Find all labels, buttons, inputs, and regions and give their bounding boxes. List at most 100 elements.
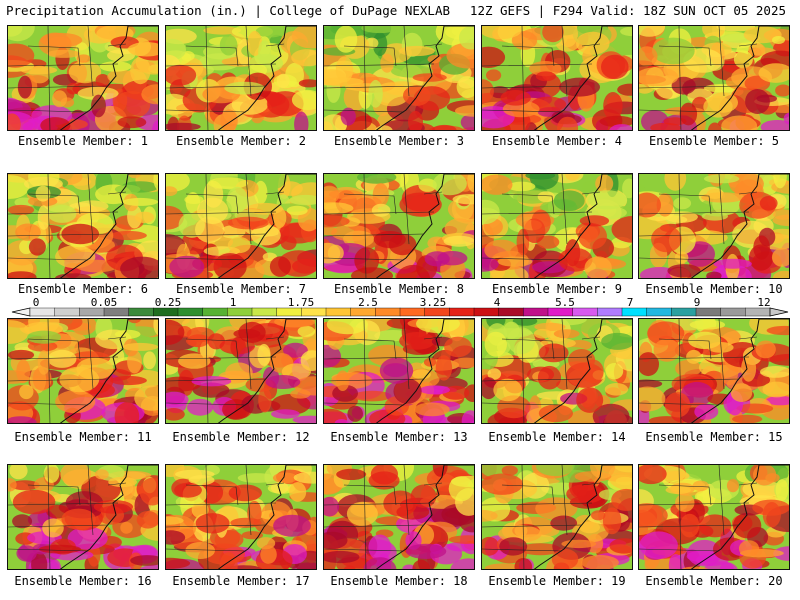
panel-caption: Ensemble Member: 9	[491, 282, 623, 296]
colorbar-tick-label: 12	[757, 296, 770, 309]
precip-map	[166, 465, 316, 569]
colorbar-tick-label: 0	[33, 296, 40, 309]
colorbar-swatch	[473, 307, 500, 317]
precip-map	[639, 26, 789, 130]
colorbar-swatch	[375, 307, 401, 317]
colorbar-tick-label: 4	[494, 296, 501, 309]
precip-map	[8, 465, 158, 569]
ensemble-panel-11	[7, 318, 159, 424]
ensemble-panel-5	[638, 25, 790, 131]
colorbar-swatch	[547, 307, 574, 317]
precip-map	[166, 174, 316, 278]
colorbar-swatch	[177, 307, 204, 317]
precip-map	[8, 319, 158, 423]
panel-caption: Ensemble Member: 3	[333, 134, 465, 148]
precip-map	[639, 174, 789, 278]
ensemble-panel-10	[638, 173, 790, 279]
colorbar-swatch	[325, 307, 352, 317]
ensemble-panel-6	[7, 173, 159, 279]
panel-caption: Ensemble Member: 18	[330, 574, 468, 588]
panel-caption: Ensemble Member: 7	[175, 282, 307, 296]
ensemble-panel-7	[165, 173, 317, 279]
panel-caption: Ensemble Member: 10	[645, 282, 783, 296]
colorbar-swatch	[720, 307, 746, 317]
colorbar-swatch	[153, 307, 179, 317]
panel-caption: Ensemble Member: 8	[333, 282, 465, 296]
precip-map	[166, 319, 316, 423]
colorbar-swatch	[572, 307, 598, 317]
panel-caption: Ensemble Member: 20	[645, 574, 783, 588]
ensemble-panel-14	[481, 318, 633, 424]
colorbar-tick-label: 7	[627, 296, 634, 309]
ensemble-panel-13	[323, 318, 475, 424]
colorbar-tick-label: 5.5	[555, 296, 575, 309]
precip-map	[639, 319, 789, 423]
colorbar-swatch	[276, 307, 302, 317]
precip-map	[639, 465, 789, 569]
colorbar-swatch	[251, 307, 278, 317]
colorbar-swatch	[498, 307, 524, 317]
panel-caption: Ensemble Member: 19	[488, 574, 626, 588]
ensemble-panel-20	[638, 464, 790, 570]
colorbar-swatch	[202, 307, 228, 317]
colorbar-swatch	[695, 307, 722, 317]
colorbar-tick-label: 3.25	[420, 296, 447, 309]
panel-caption: Ensemble Member: 14	[488, 430, 626, 444]
colorbar-swatch	[103, 307, 130, 317]
colorbar-swatch	[449, 307, 475, 317]
colorbar-tick-label: 0.05	[91, 296, 118, 309]
colorbar-swatch	[227, 307, 253, 317]
colorbar-swatch	[671, 307, 697, 317]
colorbar-swatch	[621, 307, 648, 317]
ensemble-panel-9	[481, 173, 633, 279]
colorbar-swatch	[29, 307, 56, 317]
colorbar-swatch	[597, 307, 623, 317]
precip-map	[8, 26, 158, 130]
precip-map	[8, 174, 158, 278]
ensemble-panel-16	[7, 464, 159, 570]
colorbar-high-arrow	[769, 307, 789, 317]
panel-caption: Ensemble Member: 17	[172, 574, 310, 588]
precip-map	[482, 319, 632, 423]
panel-caption: Ensemble Member: 15	[645, 430, 783, 444]
ensemble-panel-1	[7, 25, 159, 131]
colorbar-swatch	[745, 307, 771, 317]
precip-map	[324, 465, 474, 569]
panel-caption: Ensemble Member: 4	[491, 134, 623, 148]
colorbar-low-arrow	[11, 307, 31, 317]
panel-caption: Ensemble Member: 6	[17, 282, 149, 296]
precip-map	[324, 26, 474, 130]
panel-caption: Ensemble Member: 5	[648, 134, 780, 148]
ensemble-panel-4	[481, 25, 633, 131]
ensemble-panel-17	[165, 464, 317, 570]
precip-map	[166, 26, 316, 130]
panel-caption: Ensemble Member: 11	[14, 430, 152, 444]
precip-map	[324, 174, 474, 278]
precip-map	[482, 174, 632, 278]
panel-caption: Ensemble Member: 12	[172, 430, 310, 444]
panel-caption: Ensemble Member: 16	[14, 574, 152, 588]
colorbar-tick-label: 1.75	[288, 296, 315, 309]
colorbar-tick-label: 1	[230, 296, 237, 309]
precip-map	[324, 319, 474, 423]
colorbar-swatch	[301, 307, 327, 317]
ensemble-panel-15	[638, 318, 790, 424]
colorbar-tick-label: 9	[694, 296, 701, 309]
colorbar-swatch	[646, 307, 672, 317]
precip-map	[482, 465, 632, 569]
page-title: Precipitation Accumulation (in.) | Colle…	[6, 3, 451, 18]
colorbar-swatch	[79, 307, 105, 317]
colorbar-swatch	[523, 307, 549, 317]
colorbar-swatch	[424, 307, 450, 317]
panel-caption: Ensemble Member: 2	[175, 134, 307, 148]
colorbar-tick-label: 2.5	[358, 296, 378, 309]
valid-time-label: 12Z GEFS | F294 Valid: 18Z SUN OCT 05 20…	[469, 3, 786, 18]
colorbar-swatch	[128, 307, 154, 317]
colorbar-tick-label: 0.25	[155, 296, 182, 309]
ensemble-panel-19	[481, 464, 633, 570]
panel-caption: Ensemble Member: 13	[330, 430, 468, 444]
colorbar-swatch	[350, 307, 376, 317]
ensemble-panel-2	[165, 25, 317, 131]
ensemble-panel-18	[323, 464, 475, 570]
colorbar-swatch	[399, 307, 426, 317]
